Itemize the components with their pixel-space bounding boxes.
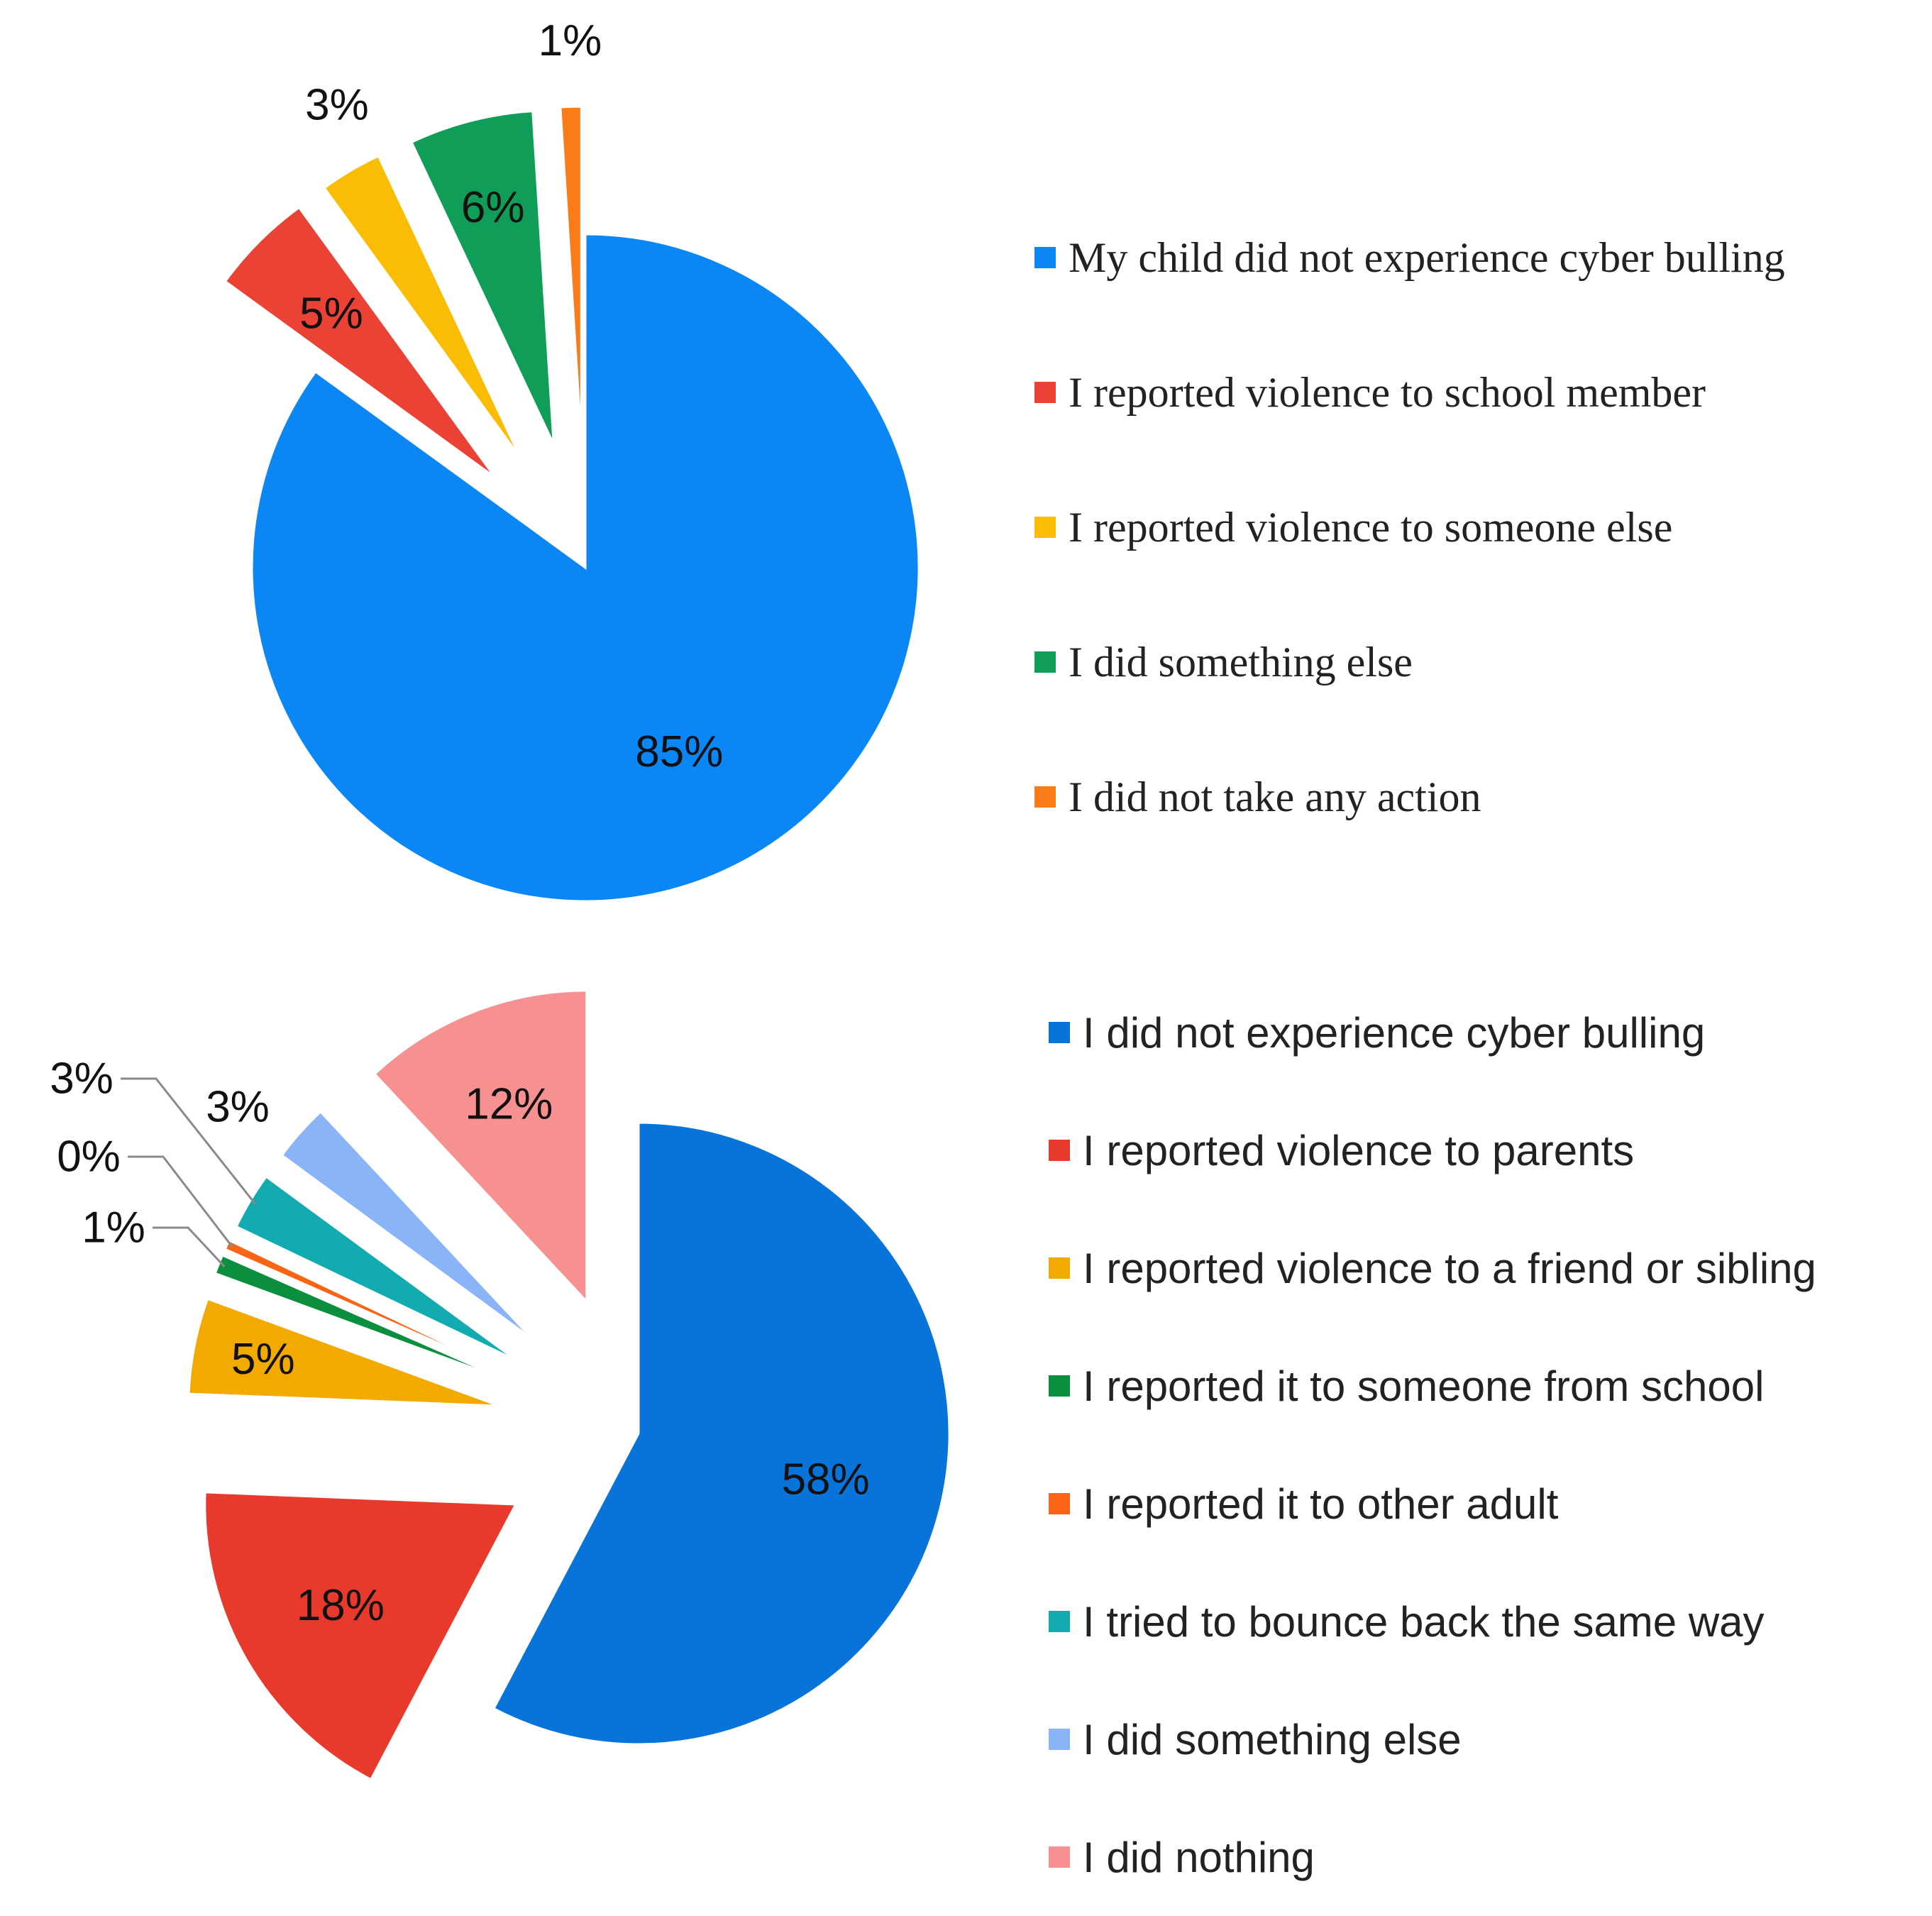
legend-2-item-7: I did something else (1049, 1680, 1816, 1798)
legend-1-item-5: I did not take any action (1034, 729, 1785, 864)
pie-2-slice-5-leader-line (128, 1155, 234, 1248)
legend-2: I did not experience cyber bulling I repo… (1049, 974, 1816, 1916)
legend-2-swatch-7 (1049, 1729, 1070, 1750)
legend-1-swatch-4 (1034, 651, 1056, 673)
legend-1-label-3: I reported violence to someone else (1069, 503, 1673, 551)
pie-2-slice-8 (372, 989, 588, 1304)
legend-2-item-2: I reported violence to parents (1049, 1091, 1816, 1209)
pie-2-slice-7 (280, 1110, 534, 1340)
pie-chart-2: 58% 18% 5% 1% 0% 3% 3% 12% (50, 989, 951, 1781)
legend-1-label-1: My child did not experience cyber bullin… (1069, 233, 1785, 281)
pie-2-slice-2 (204, 1491, 518, 1781)
legend-1-swatch-5 (1034, 786, 1056, 808)
legend-2-label-6: I tried to bounce back the same way (1083, 1597, 1765, 1646)
pie-1-slice-1 (250, 233, 920, 903)
legend-2-item-4: I reported it to someone from school (1049, 1327, 1816, 1445)
pie-2-slice-6-leader-line (121, 1077, 257, 1205)
legend-1-item-2: I reported violence to school member (1034, 325, 1785, 460)
legend-1-item-3: I reported violence to someone else (1034, 460, 1785, 595)
legend-1-label-4: I did something else (1069, 638, 1413, 686)
legend-2-swatch-5 (1049, 1493, 1070, 1514)
legend-2-label-5: I reported it to other adult (1083, 1480, 1559, 1528)
legend-2-label-8: I did nothing (1083, 1833, 1315, 1881)
legend-1: My child did not experience cyber bullin… (1034, 190, 1785, 864)
legend-1-swatch-1 (1034, 247, 1056, 268)
legend-2-item-5: I reported it to other adult (1049, 1445, 1816, 1563)
pie-2-slice-3-label: 5% (231, 1335, 295, 1384)
pie-1-slice-1-label: 85% (635, 727, 723, 776)
legend-2-item-3: I reported violence to a friend or sibli… (1049, 1209, 1816, 1327)
legend-2-label-4: I reported it to someone from school (1083, 1362, 1765, 1410)
pie-2-slice-7-label: 3% (206, 1083, 270, 1132)
pie-2-slice-3 (187, 1297, 500, 1407)
legend-2-label-2: I reported violence to parents (1083, 1126, 1635, 1174)
pie-2-slice-4-leader-line (153, 1226, 226, 1267)
legend-2-swatch-3 (1049, 1257, 1070, 1279)
legend-2-item-6: I tried to bounce back the same way (1049, 1563, 1816, 1680)
pie-1-slice-2 (223, 206, 496, 478)
legend-1-item-1: My child did not experience cyber bullin… (1034, 190, 1785, 325)
pie-2-slice-6 (235, 1175, 518, 1362)
legend-2-swatch-6 (1049, 1611, 1070, 1632)
legend-2-swatch-4 (1049, 1375, 1070, 1397)
pie-2-slice-4-label: 1% (82, 1204, 145, 1252)
pie-2-slice-8-label: 12% (465, 1079, 553, 1128)
pie-1-slice-3 (323, 154, 521, 458)
pie-2-slice-1 (492, 1121, 951, 1746)
legend-1-label-5: I did not take any action (1069, 773, 1481, 820)
legend-1-swatch-3 (1034, 517, 1056, 538)
legend-2-label-1: I did not experience cyber bulling (1083, 1008, 1706, 1057)
pie-2-slice-4 (214, 1254, 508, 1382)
legend-2-label-7: I did something else (1083, 1715, 1462, 1763)
legend-1-item-4: I did something else (1034, 595, 1785, 729)
pie-1-slice-5 (559, 105, 583, 441)
legend-2-swatch-8 (1049, 1846, 1070, 1868)
legend-1-label-2: I reported violence to school member (1069, 368, 1706, 416)
legend-2-swatch-2 (1049, 1140, 1070, 1161)
legend-2-swatch-1 (1049, 1022, 1070, 1043)
legend-2-label-3: I reported violence to a friend or sibli… (1083, 1244, 1816, 1292)
pie-1-slice-5-label: 1% (539, 16, 602, 65)
legend-2-item-8: I did nothing (1049, 1798, 1816, 1916)
pie-1-slice-3-label: 3% (305, 81, 369, 130)
legend-2-item-1: I did not experience cyber bulling (1049, 974, 1816, 1091)
pie-1-slice-2-label: 5% (299, 289, 363, 338)
figure: 85% 5% 3% 6% 1% My child did not experience … (50, 16, 1816, 1881)
pie-1-slice-4 (410, 109, 555, 445)
pie-2-slice-6-label: 3% (50, 1055, 114, 1103)
pie-2-slice-5 (223, 1238, 510, 1376)
legend-1-swatch-2 (1034, 382, 1056, 403)
pie-chart-1: 85% 5% 3% 6% 1% (223, 16, 920, 903)
pie-2-slice-5-label: 0% (57, 1133, 121, 1182)
pie-2-slice-1-label: 58% (782, 1455, 870, 1504)
pie-1-slice-4-label: 6% (461, 183, 525, 232)
pie-2-slice-2-label: 18% (297, 1581, 385, 1630)
